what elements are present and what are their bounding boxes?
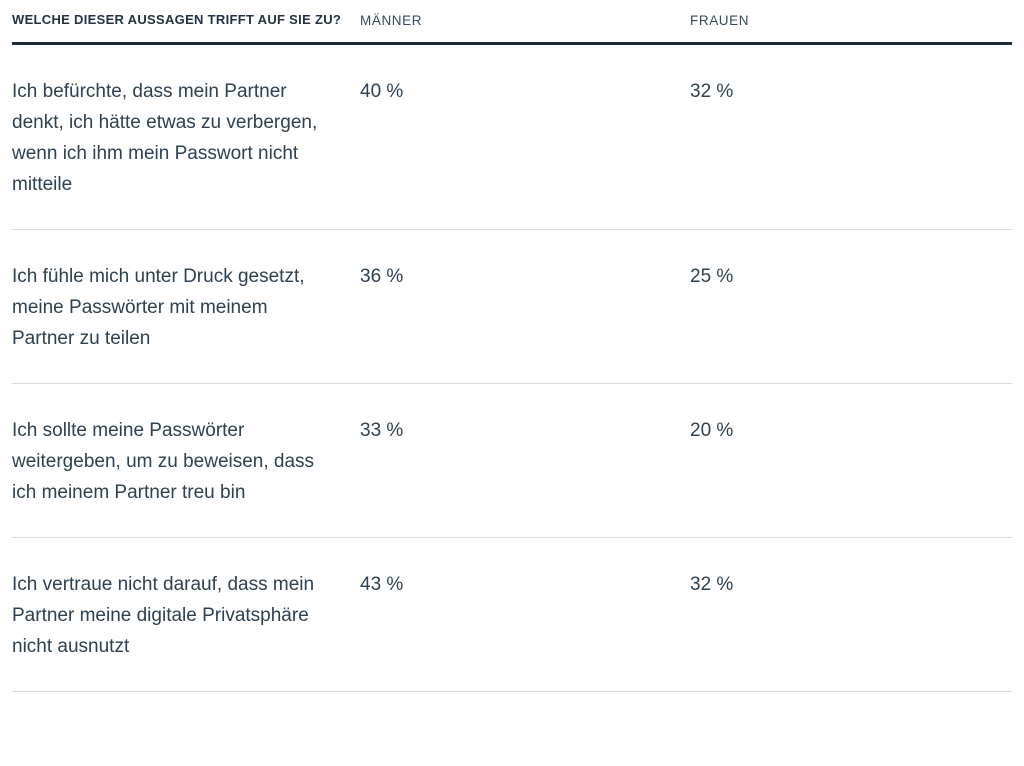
- table-header: WELCHE DIESER AUSSAGEN TRIFFT AUF SIE ZU…: [12, 0, 1012, 45]
- table-row: Ich vertraue nicht darauf, dass mein Par…: [12, 538, 1012, 692]
- statement-cell: Ich fühle mich unter Druck gesetzt, mein…: [12, 266, 305, 349]
- statement-cell: Ich vertraue nicht darauf, dass mein Par…: [12, 574, 315, 657]
- table-row: Ich befürchte, dass mein Partner denkt, …: [12, 45, 1012, 230]
- women-value-cell: 32 %: [690, 81, 734, 102]
- women-value-cell: 20 %: [690, 420, 734, 441]
- men-value-cell: 33 %: [360, 420, 404, 441]
- table-row: Ich fühle mich unter Druck gesetzt, mein…: [12, 230, 1012, 384]
- statement-cell: Ich befürchte, dass mein Partner denkt, …: [12, 81, 318, 195]
- women-value-cell: 32 %: [690, 574, 734, 595]
- men-value-cell: 36 %: [360, 266, 404, 287]
- men-value-cell: 43 %: [360, 574, 404, 595]
- statement-cell: Ich sollte meine Passwörter weitergeben,…: [12, 420, 315, 503]
- men-value-cell: 40 %: [360, 81, 404, 102]
- header-col-women: FRAUEN: [690, 13, 750, 28]
- statements-table: WELCHE DIESER AUSSAGEN TRIFFT AUF SIE ZU…: [12, 0, 1012, 692]
- table-row: Ich sollte meine Passwörter weitergeben,…: [12, 384, 1012, 538]
- header-col-men: MÄNNER: [360, 13, 423, 28]
- header-question-label: WELCHE DIESER AUSSAGEN TRIFFT AUF SIE ZU…: [12, 12, 342, 27]
- women-value-cell: 25 %: [690, 266, 734, 287]
